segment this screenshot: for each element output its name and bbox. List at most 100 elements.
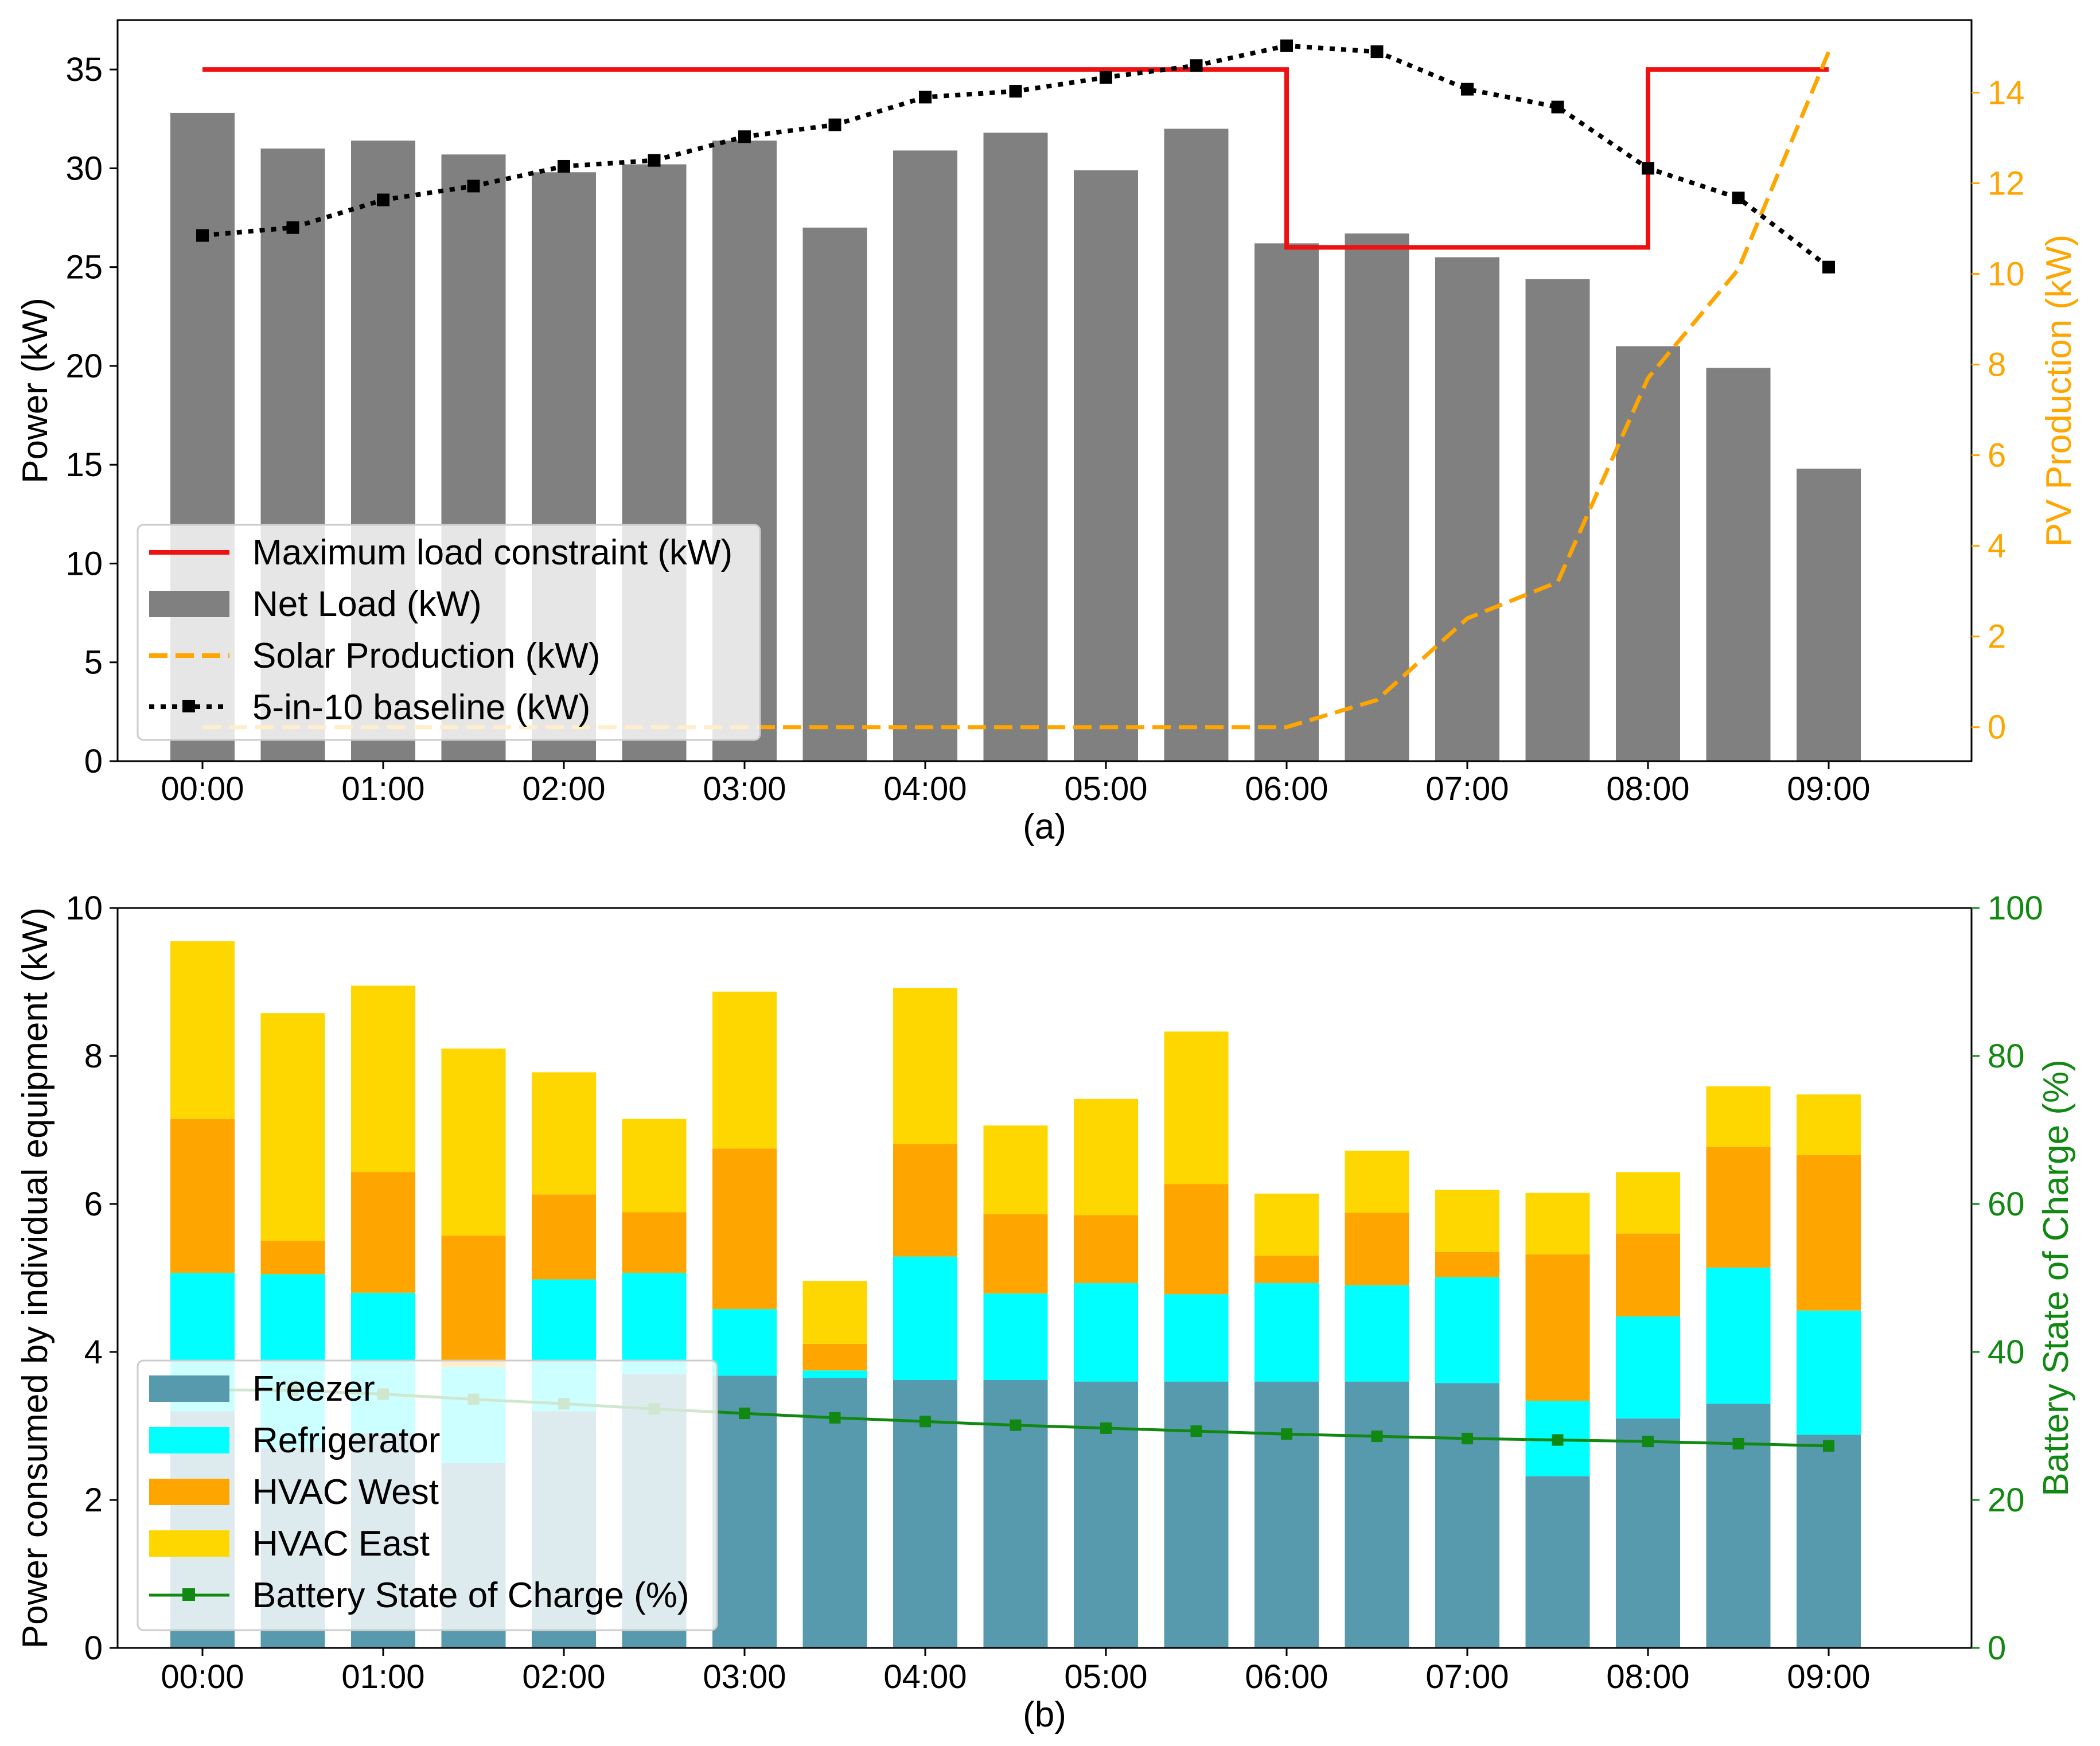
baseline-marker <box>828 118 841 131</box>
hvac-east-bar <box>983 1125 1048 1215</box>
baseline-marker <box>286 221 299 234</box>
hvac-east-bar <box>1435 1190 1499 1252</box>
a-y2tick-label: 0 <box>1988 709 2006 746</box>
hvac-west-bar <box>1797 1155 1861 1311</box>
hvac-west-bar <box>260 1241 325 1275</box>
b-legend-label-hvac-west: HVAC West <box>252 1472 439 1512</box>
hvac-east-bar <box>802 1281 867 1344</box>
net-load-bar <box>1164 128 1229 762</box>
battery-soc-marker <box>1371 1431 1383 1443</box>
a-y2label: PV Production (kW) <box>2039 235 2079 547</box>
b-legend-box <box>137 1359 718 1631</box>
baseline-marker <box>1190 59 1203 72</box>
a-x-axis-ticks: 00:00 01:00 02:00 03:00 04:00 05:00 06:00 07:00… <box>161 761 1871 808</box>
b-xtick-label: 02:00 <box>522 1658 605 1696</box>
b-plot-frame <box>116 907 1973 1649</box>
a-xtick-label: 09:00 <box>1787 770 1870 808</box>
b-panel-label: (b) <box>1023 1695 1066 1735</box>
b-xtick-label: 03:00 <box>703 1658 786 1696</box>
hvac-east-bar <box>1797 1094 1861 1155</box>
battery-soc-marker <box>829 1412 841 1424</box>
a-ylabel: Power (kW) <box>15 298 55 484</box>
hvac-east-bar <box>1616 1172 1680 1234</box>
a-xtick-label: 06:00 <box>1245 770 1328 808</box>
hvac-east-bar <box>441 1049 506 1236</box>
max-load-constraint-line <box>202 67 1829 250</box>
a-xtick-label: 08:00 <box>1606 770 1689 808</box>
hvac-west-bar <box>983 1214 1048 1294</box>
a-xtick-label: 02:00 <box>522 770 605 808</box>
b-ytick-label: 10 <box>65 890 103 927</box>
net-load-bar <box>802 227 867 761</box>
a-ytick-label: 30 <box>65 150 103 187</box>
baseline-marker <box>1732 192 1745 205</box>
refrigerator-bar <box>1345 1285 1409 1382</box>
b-ytick-label: 2 <box>84 1482 103 1519</box>
a-xtick-label: 04:00 <box>883 770 967 808</box>
baseline-marker <box>558 159 570 173</box>
hvac-east-bar <box>170 941 235 1119</box>
b-y2tick-label: 60 <box>1988 1186 2025 1223</box>
baseline-marker <box>1280 39 1293 52</box>
battery-soc-marker <box>920 1416 931 1428</box>
refrigerator-bar <box>1616 1316 1680 1419</box>
battery-soc-marker <box>1642 1436 1654 1448</box>
baseline-marker <box>1370 45 1384 59</box>
a-ytick-label: 20 <box>65 348 103 385</box>
refrigerator-bar <box>1706 1267 1771 1404</box>
b-legend-label-hvac-east: HVAC East <box>252 1524 430 1564</box>
a-xtick-label: 00:00 <box>161 770 244 808</box>
panel-b: 0 2 4 6 8 10 0 20 40 60 80 100 00:00 01:00 02:00 03:0… <box>15 890 2076 1735</box>
b-legend-label-freezer: Freezer <box>252 1369 375 1409</box>
refrigerator-bar <box>712 1309 777 1376</box>
hvac-east-bar <box>1525 1192 1590 1254</box>
hvac-west-bar <box>1254 1256 1319 1284</box>
baseline-marker <box>1551 100 1564 114</box>
baseline-marker <box>1822 260 1835 274</box>
hvac-east-bar <box>1164 1031 1229 1184</box>
b-legend-swatch-refrigerator <box>149 1427 229 1453</box>
baseline-marker <box>919 91 932 104</box>
a-ytick-label: 35 <box>65 51 103 88</box>
hvac-east-bar <box>351 985 415 1172</box>
net-load-bar <box>893 150 957 762</box>
refrigerator-bar <box>983 1293 1048 1381</box>
b-xtick-label: 07:00 <box>1425 1658 1509 1696</box>
hvac-west-bar <box>441 1236 506 1367</box>
baseline-marker <box>196 229 209 242</box>
b-right-axis-ticks: 0 20 40 60 80 100 <box>1972 890 2043 1667</box>
refrigerator-bar <box>622 1272 687 1374</box>
freezer-bar <box>1435 1383 1499 1648</box>
net-load-bar <box>1074 170 1138 761</box>
b-xtick-label: 05:00 <box>1064 1658 1147 1696</box>
a-ytick-label: 10 <box>65 545 103 582</box>
freezer-bar <box>1616 1418 1680 1648</box>
a-legend-swatch-net-load <box>149 591 229 617</box>
refrigerator-bar <box>1797 1310 1861 1435</box>
b-left-axis-ticks: 0 2 4 6 8 10 <box>65 890 118 1667</box>
b-legend-swatch-soc-marker <box>182 1588 195 1601</box>
baseline-marker <box>738 130 751 143</box>
hvac-west-bar <box>893 1144 957 1257</box>
net-load-bar <box>1435 257 1499 761</box>
battery-soc-marker <box>1010 1419 1022 1431</box>
battery-soc-marker <box>1190 1425 1202 1437</box>
hvac-west-bar <box>1616 1233 1680 1317</box>
refrigerator-bar <box>893 1256 957 1381</box>
a-right-axis-ticks: 0 2 4 6 8 10 12 14 <box>1972 74 2025 746</box>
battery-soc-marker <box>739 1408 750 1420</box>
b-ytick-label: 6 <box>84 1186 103 1223</box>
a-ytick-label: 25 <box>65 249 103 286</box>
hvac-east-bar <box>712 991 777 1149</box>
refrigerator-bar <box>802 1370 867 1378</box>
baseline-marker <box>377 193 389 206</box>
b-y2tick-label: 100 <box>1988 890 2043 927</box>
a-y2tick-label: 4 <box>1988 528 2006 565</box>
b-xtick-label: 01:00 <box>341 1658 424 1696</box>
a-ytick-label: 15 <box>65 446 103 484</box>
baseline-marker <box>1642 162 1654 175</box>
b-ytick-label: 8 <box>84 1038 103 1075</box>
battery-soc-marker <box>1732 1437 1744 1449</box>
hvac-west-bar <box>1525 1254 1590 1401</box>
